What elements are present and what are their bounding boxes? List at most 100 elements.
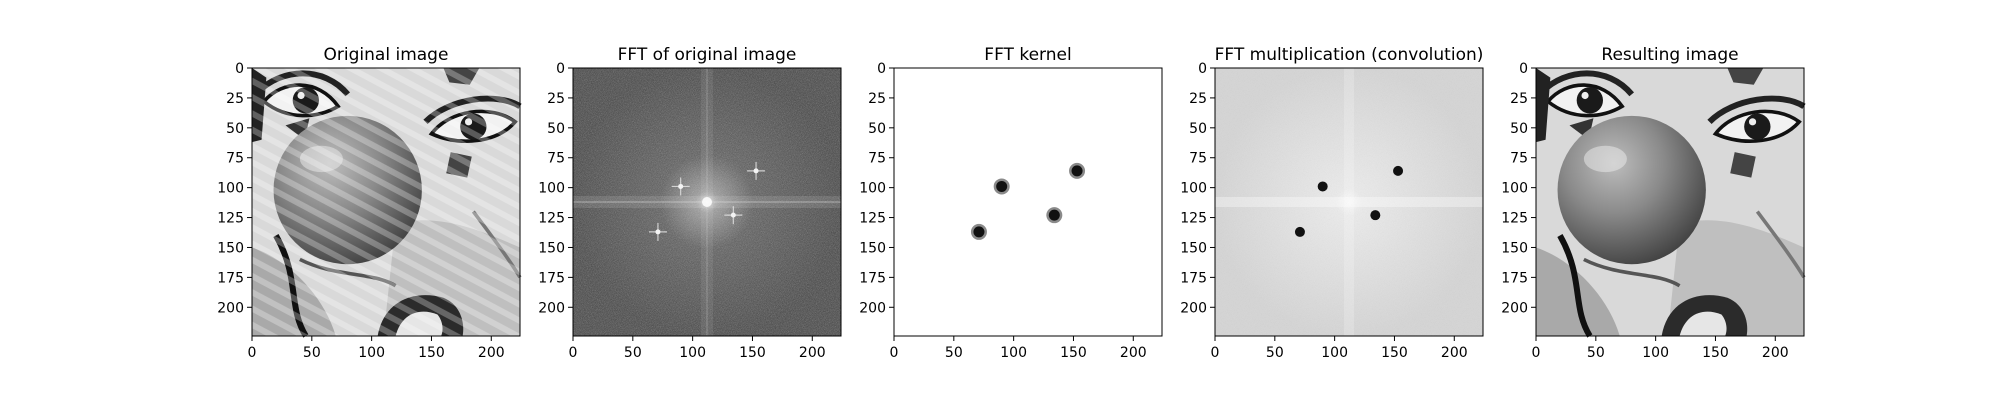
panel-title: FFT of original image (618, 45, 797, 65)
axes-frame (1214, 67, 1484, 337)
axes-frame (893, 67, 1163, 337)
x-tick-label: 100 (1321, 345, 1348, 361)
x-tick-label: 200 (799, 345, 826, 361)
y-tick-label: 125 (217, 211, 244, 227)
x-tick-label: 50 (945, 345, 963, 361)
y-tick-label: 150 (1180, 240, 1207, 256)
y-tick-label: 75 (547, 151, 565, 167)
y-tick-labels: 0 25 50 75 100 125 150 175 200 (538, 61, 573, 316)
y-tick-label: 200 (217, 300, 244, 316)
y-tick-label: 50 (1510, 121, 1528, 137)
y-tick-label: 150 (859, 240, 886, 256)
notch-dot (1370, 210, 1381, 221)
x-tick-label: 0 (890, 345, 899, 361)
product-spectrum-image (1215, 68, 1483, 336)
y-tick-label: 200 (538, 300, 565, 316)
panel-product: FFT multiplication (convolution) 0 50 100 1… (1180, 45, 1484, 361)
x-tick-labels: 0 50 100 150 200 (890, 336, 1147, 361)
x-tick-labels: 0 50 100 150 200 (569, 336, 826, 361)
panel-title: Resulting image (1601, 45, 1738, 65)
notch-markers (1294, 165, 1404, 237)
noise-peak (730, 212, 736, 218)
x-tick-label: 50 (624, 345, 642, 361)
x-tick-label: 150 (1702, 345, 1729, 361)
notch-dot (1317, 181, 1328, 192)
y-tick-labels: 0 25 50 75 100 125 150 175 200 (859, 61, 894, 316)
kernel-image (894, 68, 1162, 336)
x-tick-label: 100 (1000, 345, 1027, 361)
y-tick-label: 150 (217, 240, 244, 256)
noise-peak (753, 168, 759, 174)
y-tick-label: 175 (1501, 270, 1528, 286)
y-tick-label: 175 (538, 270, 565, 286)
x-tick-label: 0 (1532, 345, 1541, 361)
y-tick-label: 75 (1510, 151, 1528, 167)
axes-frame (1535, 67, 1805, 337)
x-tick-label: 200 (1762, 345, 1789, 361)
x-tick-label: 50 (1266, 345, 1284, 361)
y-tick-label: 175 (1180, 270, 1207, 286)
notch-dot (973, 226, 985, 238)
x-tick-labels: 0 50 100 150 200 (1211, 336, 1468, 361)
x-tick-label: 150 (1060, 345, 1087, 361)
y-tick-label: 100 (859, 181, 886, 197)
original-image (252, 68, 520, 336)
y-tick-label: 25 (1189, 91, 1207, 107)
panel-title: FFT multiplication (convolution) (1215, 45, 1484, 65)
x-tick-labels: 0 50 100 150 200 (248, 336, 505, 361)
notch-dot (1294, 226, 1305, 237)
x-tick-label: 100 (1642, 345, 1669, 361)
panel-title: FFT kernel (984, 45, 1071, 65)
y-tick-label: 200 (1180, 300, 1207, 316)
y-tick-label: 0 (556, 61, 565, 77)
y-tick-label: 0 (877, 61, 886, 77)
axes-frame (251, 67, 521, 337)
axes-frame (572, 67, 842, 337)
y-tick-label: 100 (1501, 181, 1528, 197)
y-tick-label: 200 (1501, 300, 1528, 316)
panel-original: Original image 0 50 100 150 200 0 25 50 75 100 12… (217, 45, 520, 361)
noise-peak (678, 183, 684, 189)
panel-result: Resulting image 0 50 100 150 200 0 25 50 75 100 1… (1501, 45, 1804, 361)
x-tick-label: 150 (739, 345, 766, 361)
y-tick-label: 75 (868, 151, 886, 167)
y-tick-label: 175 (217, 270, 244, 286)
y-tick-label: 0 (1198, 61, 1207, 77)
y-tick-label: 25 (226, 91, 244, 107)
x-tick-label: 150 (1381, 345, 1408, 361)
fft-spectrum-image (573, 68, 841, 336)
x-tick-label: 0 (569, 345, 578, 361)
y-tick-label: 125 (1501, 211, 1528, 227)
y-tick-label: 50 (1189, 121, 1207, 137)
y-tick-label: 175 (859, 270, 886, 286)
y-tick-label: 50 (226, 121, 244, 137)
y-tick-label: 125 (1180, 211, 1207, 227)
x-tick-label: 100 (358, 345, 385, 361)
y-tick-label: 100 (538, 181, 565, 197)
y-tick-label: 0 (1519, 61, 1528, 77)
x-tick-label: 200 (1120, 345, 1147, 361)
notch-dot (1048, 209, 1060, 221)
x-tick-label: 0 (248, 345, 257, 361)
y-tick-labels: 0 25 50 75 100 125 150 175 200 (1180, 61, 1215, 316)
y-tick-label: 125 (859, 211, 886, 227)
noise-peak (655, 229, 661, 235)
y-tick-label: 25 (1510, 91, 1528, 107)
panel-kernel: FFT kernel 0 50 100 150 200 0 25 50 75 100 125 150… (859, 45, 1163, 361)
x-tick-labels: 0 50 100 150 200 (1532, 336, 1789, 361)
y-tick-labels: 0 25 50 75 100 125 150 175 200 (217, 61, 252, 316)
result-image (1536, 68, 1804, 336)
y-tick-label: 75 (226, 151, 244, 167)
notch-dot (1393, 165, 1404, 176)
y-tick-labels: 0 25 50 75 100 125 150 175 200 (1501, 61, 1536, 316)
y-tick-label: 150 (538, 240, 565, 256)
panel-title: Original image (324, 45, 449, 65)
y-tick-label: 50 (868, 121, 886, 137)
y-tick-label: 0 (235, 61, 244, 77)
x-tick-label: 0 (1211, 345, 1220, 361)
x-tick-label: 150 (418, 345, 445, 361)
y-tick-label: 200 (859, 300, 886, 316)
y-tick-label: 125 (538, 211, 565, 227)
y-tick-label: 25 (547, 91, 565, 107)
